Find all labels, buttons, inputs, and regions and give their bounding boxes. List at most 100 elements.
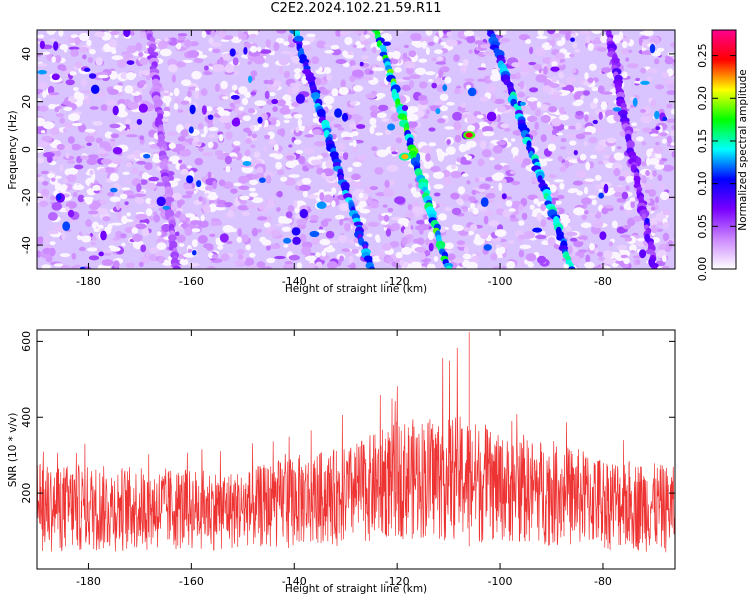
spectrogram-cell	[135, 42, 143, 51]
spectrogram-cell	[407, 203, 413, 211]
spectrogram-cell	[38, 105, 49, 112]
spectrogram-cell	[110, 246, 121, 252]
spectrogram-cell	[505, 200, 513, 207]
spectrogram-cell	[50, 127, 56, 136]
spectrogram-cell	[224, 63, 235, 73]
spectrogram-cell	[500, 123, 510, 129]
spectrogram-cell	[167, 161, 173, 165]
spectrogram-cell	[547, 236, 556, 246]
spectrogram-cell	[42, 181, 49, 186]
spectrogram-cell	[293, 199, 298, 209]
spectrogram-cell	[468, 196, 476, 202]
spectrogram-cell	[597, 251, 604, 257]
spectrogram-cell	[408, 50, 417, 58]
spectrogram-cell	[243, 127, 252, 133]
spectrogram-cell	[479, 96, 489, 102]
spectrogram-cell	[238, 30, 242, 40]
spectrogram-cell	[599, 231, 607, 241]
spectrogram-cell	[256, 261, 266, 268]
spectrogram-cell	[407, 121, 418, 128]
spectrogram-cell	[291, 227, 301, 236]
spectrogram-cell	[390, 223, 400, 231]
spectrogram-cell	[369, 117, 377, 126]
snr-x-tick-label: -180	[76, 575, 101, 588]
spectrogram-cell	[210, 42, 223, 48]
spectrogram-cell	[220, 80, 228, 90]
spectrogram-cell	[314, 265, 319, 269]
spectrogram-cell	[266, 245, 271, 251]
spectrogram-cell	[460, 65, 467, 74]
spectrogram-cell	[98, 208, 109, 215]
spectrogram-cell	[183, 252, 195, 258]
spectrogram-cell	[242, 156, 252, 163]
spectrogram-cell	[424, 219, 430, 225]
spectrogram-cell	[570, 33, 576, 39]
spectrogram-cell	[350, 65, 361, 71]
spectrogram-cell	[425, 109, 430, 115]
spectrogram-cell	[602, 265, 612, 269]
spectrogram-cell	[456, 198, 464, 205]
spectrogram-cell	[129, 123, 139, 131]
spectrogram-cell	[579, 30, 589, 35]
spectrogram-cell	[107, 192, 115, 197]
spectrogram-cell	[500, 38, 510, 43]
spectrogram-cell	[207, 193, 219, 200]
spectrogram-cell	[143, 153, 151, 159]
hotspot	[465, 132, 473, 138]
spectrogram-cell	[463, 227, 471, 232]
spectrogram-cell	[194, 157, 204, 166]
spectrogram-cell	[249, 34, 257, 38]
spectrogram-cell	[295, 149, 304, 154]
spectrogram-cell	[291, 55, 302, 64]
spectrogram-cell	[272, 106, 278, 112]
spectrogram-cell	[136, 183, 142, 193]
spectrogram-cell	[594, 174, 602, 181]
chart-title: C2E2.2024.102.21.59.R11	[270, 1, 442, 16]
spectrogram-cell	[553, 179, 565, 183]
spectrogram-cell	[211, 254, 218, 259]
spectrogram-cell	[420, 145, 432, 154]
spectrogram-cell	[353, 30, 365, 35]
spectrogram-cell	[224, 155, 232, 165]
spectrogram-cell	[294, 35, 304, 42]
spectrogram-cell	[395, 251, 403, 259]
spectrogram-cell	[587, 195, 597, 199]
spectrogram-cell	[89, 169, 94, 176]
spectrogram-cell	[48, 212, 58, 221]
spectrogram-cell	[387, 207, 394, 213]
spectrogram-cell	[672, 61, 675, 67]
spectrogram-cell	[470, 202, 476, 209]
spectrogram-cell	[486, 111, 497, 122]
spectrogram-cell	[463, 145, 471, 151]
spectrogram-cell	[621, 191, 629, 200]
spectrogram-cell	[469, 224, 478, 232]
spectrogram-cell	[430, 166, 441, 173]
spectrogram-cell	[548, 106, 558, 113]
spectrogram-cell	[251, 133, 258, 139]
spectrogram-cell	[439, 66, 450, 73]
spectrogram-cell	[383, 214, 390, 222]
spectrogram-cell	[519, 244, 532, 249]
spectrogram-cell	[584, 72, 589, 80]
spectrogram-cell	[89, 49, 96, 55]
spectrogram-cell	[65, 152, 70, 159]
spectrogram-cell	[632, 215, 643, 222]
spectrogram-cell	[112, 237, 118, 241]
colorbar-tick-label: 0.20	[696, 86, 709, 111]
spectrogram-cell	[41, 264, 52, 269]
spectrogram-cell	[120, 233, 127, 239]
spectrogram-cell	[183, 183, 193, 190]
colorbar-tick-label: 0.15	[696, 129, 709, 154]
spectrogram-cell	[219, 115, 231, 124]
spectrogram-cell	[295, 126, 300, 133]
spectrogram-cell	[331, 88, 339, 97]
spectrogram-cell	[283, 237, 292, 244]
spectrogram-cell	[86, 157, 98, 165]
spectrogram-cell	[376, 55, 382, 62]
spectrogram-cell	[403, 227, 413, 236]
spectrogram-cell	[131, 167, 138, 175]
spectrogram-cell	[640, 35, 650, 40]
spectrogram-cell	[278, 58, 289, 66]
spectrogram-cell	[186, 165, 192, 169]
spectrogram-cell	[666, 135, 673, 145]
